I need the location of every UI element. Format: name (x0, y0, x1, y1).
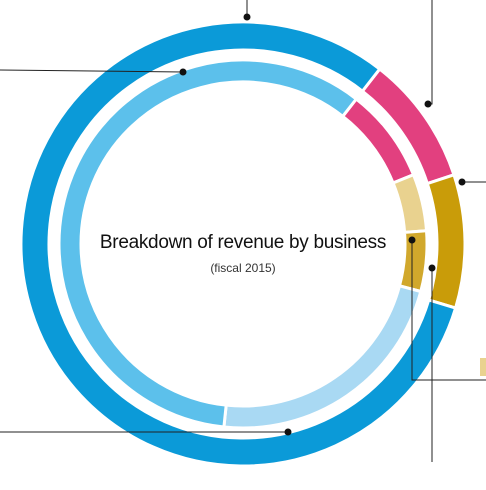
leader-dot (428, 264, 436, 272)
leader-dot (408, 236, 416, 244)
leader-dot (179, 68, 187, 76)
donut-slice (425, 172, 467, 310)
leader-dot (458, 178, 466, 186)
donut-slice (19, 20, 458, 468)
chart-subtitle: (fiscal 2015) (210, 261, 275, 275)
leader-dot (284, 428, 292, 436)
rings (19, 20, 467, 468)
leader-line (428, 0, 433, 105)
donut-slice (391, 172, 429, 234)
chart-title: Breakdown of revenue by business (100, 232, 386, 253)
leader-lines (0, 0, 486, 462)
donut-slice (57, 58, 359, 429)
leader-line (0, 69, 184, 73)
leader-dot (243, 13, 251, 21)
legend-swatch (480, 358, 486, 376)
leader-line (411, 240, 486, 381)
leader-dot (424, 100, 432, 108)
